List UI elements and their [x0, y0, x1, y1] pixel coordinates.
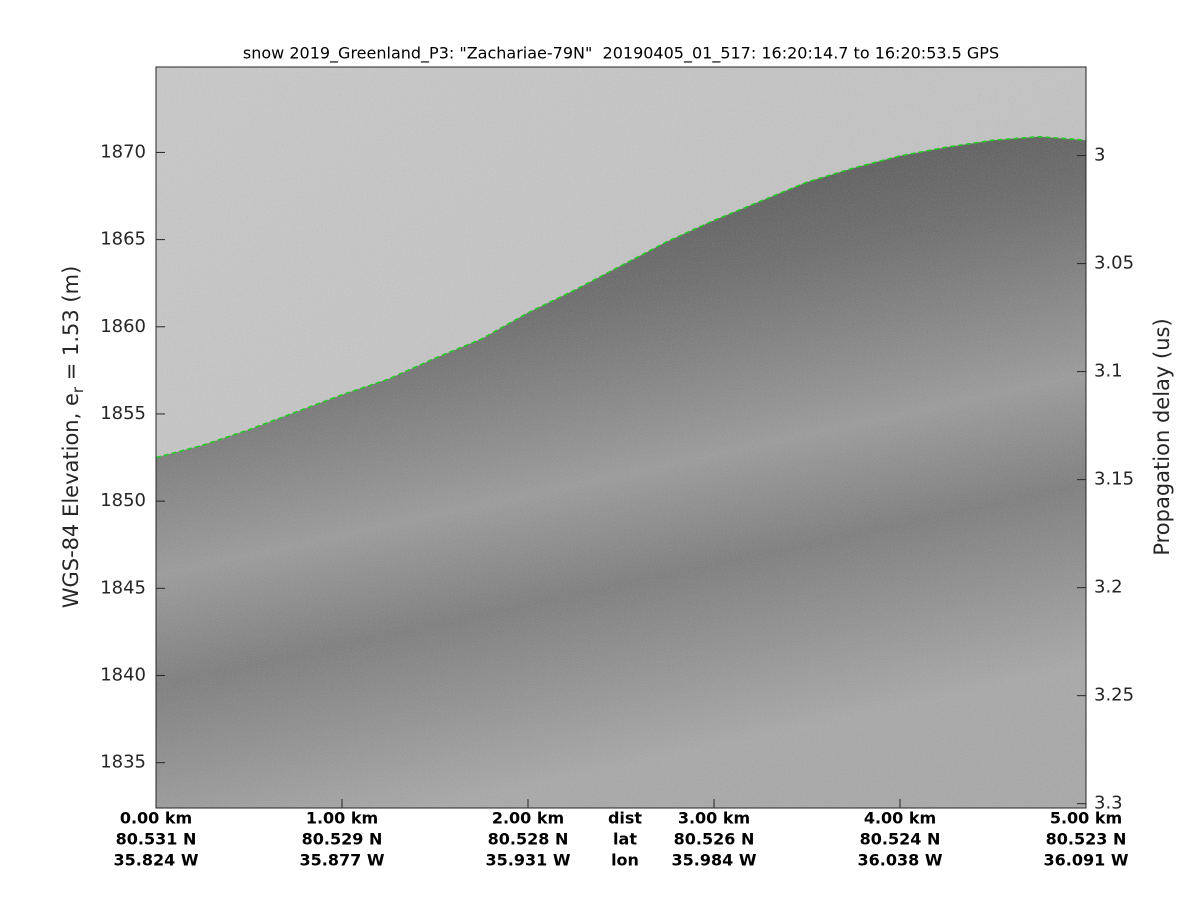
y2-tick-label: 3.1 [1094, 361, 1123, 382]
chart-title: snow 2019_Greenland_P3: "Zachariae-79N" … [243, 44, 999, 64]
y-axis-label: WGS-84 Elevation, er = 1.53 (m) [59, 266, 87, 609]
lat-label: 80.526 N [674, 830, 755, 849]
y2-tick-label: 3.3 [1094, 793, 1123, 814]
y-tick-label: 1845 [100, 577, 146, 598]
lat-label: 80.531 N [116, 830, 197, 849]
lon-label: 35.931 W [486, 851, 571, 870]
y-label-part: WGS-84 Elevation, e [59, 393, 83, 608]
surface-line [155, 135, 1087, 459]
lat-label: 80.523 N [1046, 830, 1127, 849]
speckle [156, 67, 1086, 808]
y2-tick-label: 3 [1094, 145, 1105, 166]
y2-tick-label: 3.05 [1094, 253, 1134, 274]
y-tick-label: 1870 [100, 141, 146, 162]
y-label-part: = 1.53 (m) [59, 266, 83, 387]
lon-label: 35.984 W [672, 851, 757, 870]
x-row-name: dist [608, 809, 642, 828]
y-tick-label: 1860 [100, 316, 146, 337]
y2-tick-label: 3.15 [1094, 469, 1134, 490]
x-row-name: lon [611, 851, 639, 870]
lon-label: 36.038 W [858, 851, 943, 870]
y-tick-label: 1850 [100, 490, 146, 511]
lon-label: 35.877 W [300, 851, 385, 870]
lat-label: 80.528 N [488, 830, 569, 849]
y2-axis-label: Propagation delay (us) [1150, 318, 1174, 555]
y2-tick-label: 3.25 [1094, 685, 1134, 706]
lat-label: 80.524 N [860, 830, 941, 849]
y-tick-label: 1865 [100, 229, 146, 250]
x-tick-label: 1.00 km [306, 809, 378, 828]
y-tick-label: 1840 [100, 664, 146, 685]
y2-tick-label: 3.2 [1094, 577, 1123, 598]
y-tick-label: 1855 [100, 403, 146, 424]
y-tick-label: 1835 [100, 752, 146, 773]
x-tick-label: 2.00 km [492, 809, 564, 828]
x-tick-label: 5.00 km [1050, 809, 1122, 828]
lon-label: 35.824 W [114, 851, 199, 870]
x-tick-label: 3.00 km [678, 809, 750, 828]
y-label-subscript: r [69, 386, 87, 393]
x-tick-label: 4.00 km [864, 809, 936, 828]
lon-label: 36.091 W [1044, 851, 1129, 870]
x-row-name: lat [613, 830, 637, 849]
x-tick-label: 0.00 km [120, 809, 192, 828]
lat-label: 80.529 N [302, 830, 383, 849]
plot-frame [155, 66, 1087, 809]
